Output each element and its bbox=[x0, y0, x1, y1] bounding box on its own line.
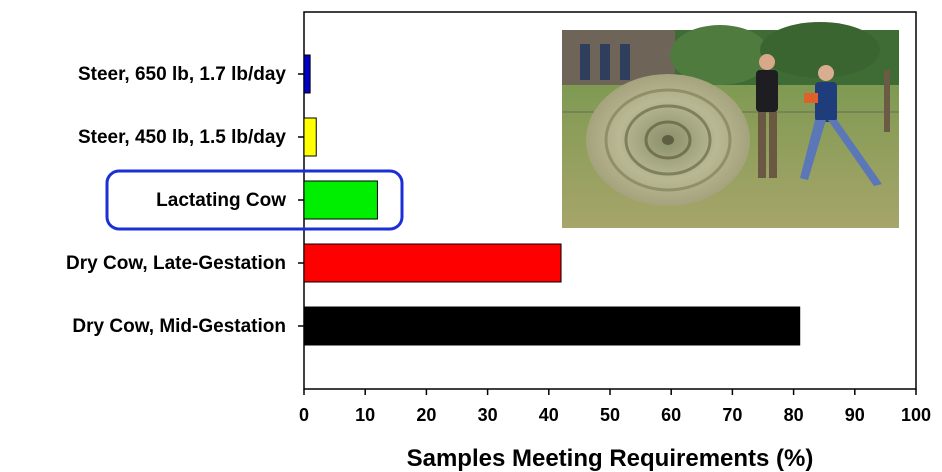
x-tick-label-50: 50 bbox=[600, 405, 620, 425]
x-tick-label-20: 20 bbox=[416, 405, 436, 425]
bar-lactating-cow bbox=[303, 180, 378, 220]
category-label-steer-450-lb-1-5-lb-day: Steer, 450 lb, 1.5 lb/day bbox=[78, 127, 286, 148]
bars-layer bbox=[303, 54, 801, 346]
highlight-box bbox=[105, 169, 404, 231]
x-tick-label-40: 40 bbox=[539, 405, 559, 425]
category-label-dry-cow-late-gestation: Dry Cow, Late-Gestation bbox=[66, 253, 286, 274]
x-tick-label-100: 100 bbox=[901, 405, 931, 425]
x-tick-label-90: 90 bbox=[845, 405, 865, 425]
category-label-dry-cow-mid-gestation: Dry Cow, Mid-Gestation bbox=[72, 316, 286, 337]
x-axis-ticks: 0 10 20 30 40 50 60 70 80 90 100 bbox=[298, 73, 931, 425]
x-tick-label-80: 80 bbox=[784, 405, 804, 425]
bar-dry-cow-late-gestation bbox=[303, 243, 562, 283]
x-tick-label-0: 0 bbox=[299, 405, 309, 425]
x-axis-title: Samples Meeting Requirements (%) bbox=[407, 445, 814, 472]
x-tick-label-10: 10 bbox=[355, 405, 375, 425]
bar-steer-450-lb-1-5-lb-day bbox=[303, 117, 317, 157]
bar-steer-650-lb-1-7-lb-day bbox=[303, 54, 311, 94]
x-tick-label-30: 30 bbox=[478, 405, 498, 425]
x-tick-label-70: 70 bbox=[722, 405, 742, 425]
bar-dry-cow-mid-gestation bbox=[303, 306, 801, 346]
hay-bale-photo bbox=[562, 22, 899, 228]
category-label-steer-650-lb-1-7-lb-day: Steer, 650 lb, 1.7 lb/day bbox=[78, 64, 286, 85]
category-labels: Steer, 650 lb, 1.7 lb/day Steer, 450 lb, … bbox=[66, 64, 286, 337]
category-label-lactating-cow: Lactating Cow bbox=[156, 190, 286, 211]
x-tick-label-60: 60 bbox=[661, 405, 681, 425]
